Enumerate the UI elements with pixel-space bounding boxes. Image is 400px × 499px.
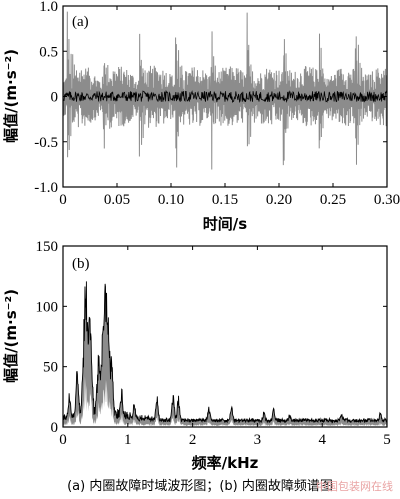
- x-tick-label: 0.15: [212, 192, 238, 208]
- chart-b-plot-area: [62, 281, 388, 427]
- x-tick-label: 2: [189, 432, 197, 448]
- chart-b-series-band: [63, 281, 387, 427]
- chart-a: 0 0.05 0.10 0.15 0.20 0.25 0.30 -1.0 -0.5 0 0.5 1.0…: [2, 0, 400, 233]
- y-tick-label: 0.5: [39, 44, 58, 60]
- y-tick-label: 1.0: [39, 0, 58, 15]
- y-tick-label: 0: [51, 90, 59, 106]
- chart-a-panel-label: (a): [72, 14, 89, 30]
- chart-a-ticks: 0 0.05 0.10 0.15 0.20 0.25 0.30 -1.0 -0.5 0 0.5 1.0: [34, 0, 400, 208]
- watermark: 中国包装网在线: [316, 479, 393, 493]
- y-tick-label: 100: [36, 299, 59, 315]
- x-tick-label: 0.20: [266, 192, 292, 208]
- chart-a-xlabel: 时间/s: [203, 215, 247, 233]
- x-tick-label: 0.05: [104, 192, 130, 208]
- chart-b-series-line: [62, 281, 388, 424]
- x-tick-label: 0.30: [374, 192, 400, 208]
- chart-b-xlabel: 频率/kHz: [192, 454, 259, 472]
- chart-b-ylabel: 幅值/(m·s⁻²): [2, 289, 20, 383]
- x-tick-label: 5: [383, 432, 391, 448]
- chart-b-panel-label: (b): [72, 256, 90, 272]
- y-tick-label: 50: [43, 360, 58, 376]
- x-tick-label: 0: [59, 192, 67, 208]
- chart-a-series-envelope: [62, 11, 388, 170]
- x-tick-label: 3: [254, 432, 262, 448]
- y-tick-label: 150: [36, 239, 59, 255]
- chart-a-ylabel: 幅值/(m·s⁻²): [2, 49, 20, 143]
- y-tick-label: 0: [51, 420, 59, 436]
- x-tick-label: 4: [318, 432, 326, 448]
- figure-caption: (a) 内圈故障时域波形图；(b) 内圈故障频谱图: [67, 478, 333, 494]
- y-tick-label: -1.0: [34, 180, 58, 196]
- chart-a-plot-area: [62, 11, 388, 170]
- chart-b-frame: [62, 245, 388, 428]
- x-tick-label: 0: [59, 432, 67, 448]
- x-tick-label: 1: [124, 432, 132, 448]
- x-tick-label: 0.25: [320, 192, 346, 208]
- x-tick-label: 0.10: [158, 192, 184, 208]
- y-tick-label: -0.5: [34, 135, 58, 151]
- chart-a-series-line: [62, 89, 388, 104]
